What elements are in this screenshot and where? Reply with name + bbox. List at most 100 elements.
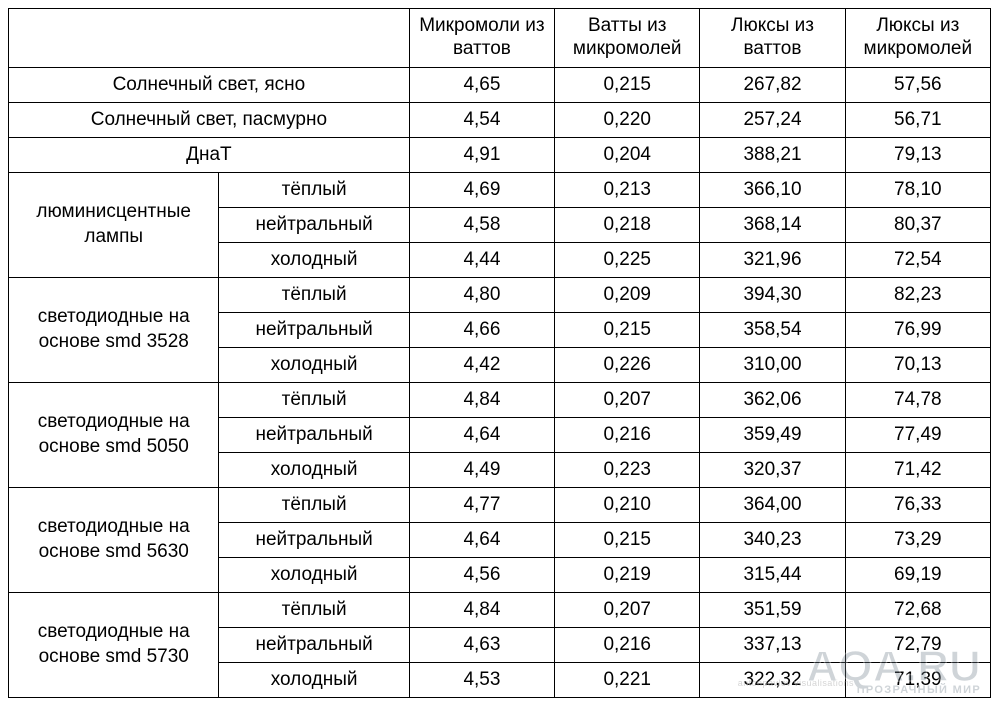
- cell-lux-from-watts: 359,49: [700, 417, 845, 452]
- cell-lux-from-watts: 320,37: [700, 452, 845, 487]
- cell-lux-from-watts: 321,96: [700, 242, 845, 277]
- header-lux-from-micromoles: Люксы из микромолей: [845, 9, 990, 68]
- subtype-label: тёплый: [219, 382, 409, 417]
- cell-lux-from-micromoles: 71,42: [845, 452, 990, 487]
- cell-micromoles-from-watts: 4,53: [409, 662, 554, 697]
- cell-watts-from-micromoles: 0,213: [555, 172, 700, 207]
- cell-micromoles-from-watts: 4,56: [409, 557, 554, 592]
- table-row: светодиодные на основе smd 5630тёплый4,7…: [9, 487, 991, 522]
- cell-lux-from-watts: 351,59: [700, 592, 845, 627]
- table-row: ДнаТ4,910,204388,2179,13: [9, 137, 991, 172]
- cell-lux-from-micromoles: 71,39: [845, 662, 990, 697]
- subtype-label: холодный: [219, 242, 409, 277]
- cell-lux-from-watts: 388,21: [700, 137, 845, 172]
- subtype-label: холодный: [219, 662, 409, 697]
- cell-watts-from-micromoles: 0,220: [555, 102, 700, 137]
- cell-lux-from-micromoles: 69,19: [845, 557, 990, 592]
- header-watts-from-micromoles: Ватты из микромолей: [555, 9, 700, 68]
- table-row: люминисцентные лампытёплый4,690,213366,1…: [9, 172, 991, 207]
- cell-lux-from-watts: 366,10: [700, 172, 845, 207]
- cell-micromoles-from-watts: 4,84: [409, 592, 554, 627]
- cell-lux-from-micromoles: 80,37: [845, 207, 990, 242]
- group-label: светодиодные на основе smd 5050: [9, 382, 219, 487]
- cell-lux-from-micromoles: 72,54: [845, 242, 990, 277]
- cell-lux-from-micromoles: 76,33: [845, 487, 990, 522]
- cell-micromoles-from-watts: 4,64: [409, 522, 554, 557]
- cell-watts-from-micromoles: 0,204: [555, 137, 700, 172]
- cell-lux-from-micromoles: 78,10: [845, 172, 990, 207]
- cell-lux-from-watts: 315,44: [700, 557, 845, 592]
- cell-watts-from-micromoles: 0,209: [555, 277, 700, 312]
- cell-lux-from-micromoles: 70,13: [845, 347, 990, 382]
- subtype-label: холодный: [219, 452, 409, 487]
- cell-lux-from-watts: 257,24: [700, 102, 845, 137]
- table-row: светодиодные на основе smd 5050тёплый4,8…: [9, 382, 991, 417]
- table-row: светодиодные на основе smd 3528тёплый4,8…: [9, 277, 991, 312]
- subtype-label: нейтральный: [219, 207, 409, 242]
- header-lux-from-watts: Люксы из ваттов: [700, 9, 845, 68]
- subtype-label: нейтральный: [219, 417, 409, 452]
- subtype-label: нейтральный: [219, 522, 409, 557]
- group-label: люминисцентные лампы: [9, 172, 219, 277]
- row-label: ДнаТ: [9, 137, 410, 172]
- cell-watts-from-micromoles: 0,207: [555, 592, 700, 627]
- table-row: Солнечный свет, ясно4,650,215267,8257,56: [9, 67, 991, 102]
- subtype-label: нейтральный: [219, 312, 409, 347]
- light-conversion-table: Микромоли из ваттов Ватты из микромолей …: [8, 8, 991, 698]
- cell-micromoles-from-watts: 4,66: [409, 312, 554, 347]
- cell-watts-from-micromoles: 0,210: [555, 487, 700, 522]
- subtype-label: тёплый: [219, 592, 409, 627]
- table-row: светодиодные на основе smd 5730тёплый4,8…: [9, 592, 991, 627]
- cell-lux-from-watts: 322,32: [700, 662, 845, 697]
- cell-watts-from-micromoles: 0,216: [555, 417, 700, 452]
- cell-micromoles-from-watts: 4,54: [409, 102, 554, 137]
- cell-micromoles-from-watts: 4,58: [409, 207, 554, 242]
- cell-watts-from-micromoles: 0,226: [555, 347, 700, 382]
- subtype-label: тёплый: [219, 277, 409, 312]
- cell-micromoles-from-watts: 4,69: [409, 172, 554, 207]
- table-row: Солнечный свет, пасмурно4,540,220257,245…: [9, 102, 991, 137]
- cell-lux-from-micromoles: 74,78: [845, 382, 990, 417]
- group-label: светодиодные на основе smd 3528: [9, 277, 219, 382]
- cell-micromoles-from-watts: 4,91: [409, 137, 554, 172]
- header-blank: [9, 9, 410, 68]
- cell-watts-from-micromoles: 0,221: [555, 662, 700, 697]
- cell-watts-from-micromoles: 0,223: [555, 452, 700, 487]
- subtype-label: тёплый: [219, 172, 409, 207]
- cell-watts-from-micromoles: 0,207: [555, 382, 700, 417]
- group-label: светодиодные на основе smd 5730: [9, 592, 219, 697]
- cell-micromoles-from-watts: 4,84: [409, 382, 554, 417]
- subtype-label: тёплый: [219, 487, 409, 522]
- cell-watts-from-micromoles: 0,218: [555, 207, 700, 242]
- cell-lux-from-watts: 310,00: [700, 347, 845, 382]
- cell-lux-from-micromoles: 77,49: [845, 417, 990, 452]
- row-label: Солнечный свет, ясно: [9, 67, 410, 102]
- row-label: Солнечный свет, пасмурно: [9, 102, 410, 137]
- cell-micromoles-from-watts: 4,42: [409, 347, 554, 382]
- cell-watts-from-micromoles: 0,216: [555, 627, 700, 662]
- cell-lux-from-watts: 368,14: [700, 207, 845, 242]
- cell-watts-from-micromoles: 0,219: [555, 557, 700, 592]
- cell-lux-from-micromoles: 82,23: [845, 277, 990, 312]
- table-body: Солнечный свет, ясно4,650,215267,8257,56…: [9, 67, 991, 697]
- cell-lux-from-watts: 267,82: [700, 67, 845, 102]
- cell-lux-from-watts: 358,54: [700, 312, 845, 347]
- cell-micromoles-from-watts: 4,64: [409, 417, 554, 452]
- subtype-label: холодный: [219, 557, 409, 592]
- subtype-label: холодный: [219, 347, 409, 382]
- cell-lux-from-watts: 394,30: [700, 277, 845, 312]
- cell-micromoles-from-watts: 4,44: [409, 242, 554, 277]
- cell-lux-from-micromoles: 79,13: [845, 137, 990, 172]
- cell-micromoles-from-watts: 4,63: [409, 627, 554, 662]
- cell-lux-from-micromoles: 57,56: [845, 67, 990, 102]
- group-label: светодиодные на основе smd 5630: [9, 487, 219, 592]
- cell-watts-from-micromoles: 0,215: [555, 522, 700, 557]
- cell-lux-from-micromoles: 56,71: [845, 102, 990, 137]
- cell-micromoles-from-watts: 4,80: [409, 277, 554, 312]
- cell-lux-from-watts: 337,13: [700, 627, 845, 662]
- cell-lux-from-micromoles: 72,68: [845, 592, 990, 627]
- cell-watts-from-micromoles: 0,215: [555, 312, 700, 347]
- cell-lux-from-watts: 364,00: [700, 487, 845, 522]
- cell-watts-from-micromoles: 0,215: [555, 67, 700, 102]
- header-micromoles-from-watts: Микромоли из ваттов: [409, 9, 554, 68]
